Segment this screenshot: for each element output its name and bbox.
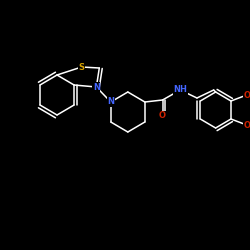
Text: O: O: [243, 90, 250, 100]
Text: N: N: [107, 98, 114, 106]
Text: O: O: [159, 112, 166, 120]
Text: S: S: [78, 62, 84, 72]
Text: NH: NH: [173, 86, 187, 94]
Text: N: N: [93, 82, 100, 92]
Text: O: O: [243, 120, 250, 130]
